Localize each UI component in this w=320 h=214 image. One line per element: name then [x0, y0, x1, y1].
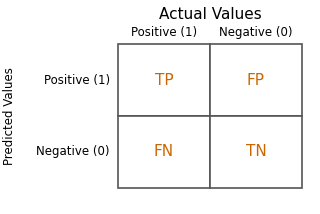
Bar — [210, 116, 302, 188]
Text: Positive (1): Positive (1) — [131, 25, 197, 39]
Text: FN: FN — [154, 144, 174, 159]
Text: Negative (0): Negative (0) — [36, 146, 110, 159]
Text: Predicted Values: Predicted Values — [4, 67, 17, 165]
Text: Negative (0): Negative (0) — [219, 25, 293, 39]
Text: Positive (1): Positive (1) — [44, 73, 110, 86]
Bar — [118, 44, 210, 116]
Bar — [210, 44, 302, 116]
Text: TP: TP — [155, 73, 173, 88]
Text: TN: TN — [246, 144, 266, 159]
Bar — [118, 116, 210, 188]
Text: FP: FP — [247, 73, 265, 88]
Text: Actual Values: Actual Values — [159, 6, 261, 21]
